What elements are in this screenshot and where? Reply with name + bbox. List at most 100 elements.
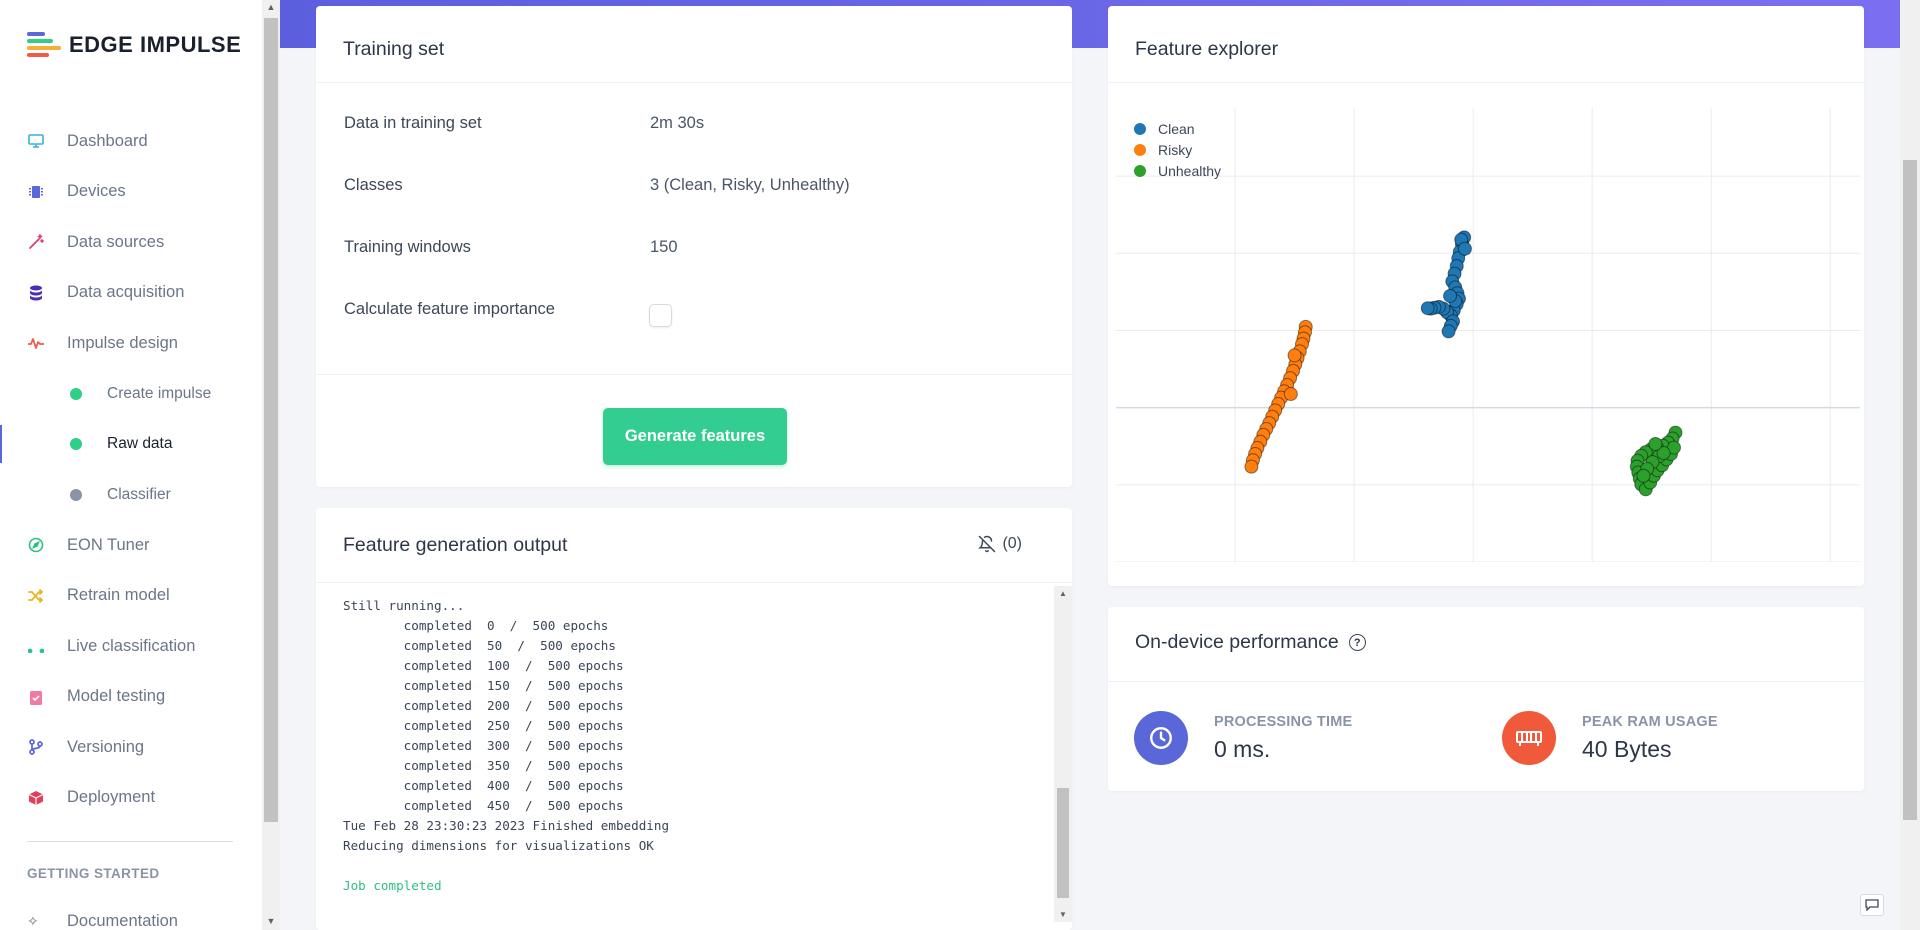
sidebar-item-data-acquisition[interactable]: Data acquisition: [0, 268, 262, 319]
status-dot-icon: [70, 438, 82, 451]
legend-swatch: [1134, 122, 1146, 135]
scroll-down-arrow-icon[interactable]: ▼: [266, 916, 276, 926]
console-line: completed 300 / 500 epochs: [343, 738, 624, 753]
console-line: completed 250 / 500 epochs: [343, 718, 624, 733]
console-line: completed 150 / 500 epochs: [343, 678, 624, 693]
console-line: completed 350 / 500 epochs: [343, 758, 624, 773]
console-output: Still running... completed 0 / 500 epoch…: [343, 586, 1043, 896]
database-icon: [27, 284, 45, 302]
console-line: completed 200 / 500 epochs: [343, 698, 624, 713]
sidebar-subitem-classifier[interactable]: Classifier: [0, 470, 262, 521]
scatter-point-clean[interactable]: [1443, 288, 1458, 303]
card-divider: [1108, 681, 1864, 682]
sidebar-item-deployment[interactable]: Deployment: [0, 773, 262, 824]
notifications-toggle[interactable]: (0): [978, 535, 1022, 553]
card-title: Training set: [343, 38, 445, 60]
sidebar-item-label: Deployment: [67, 788, 156, 807]
console-line: [343, 856, 1043, 876]
help-icon[interactable]: ?: [1348, 634, 1366, 651]
console-line: completed 450 / 500 epochs: [343, 798, 624, 813]
legend-item[interactable]: Unhealthy: [1134, 160, 1221, 181]
sidebar-subitem-raw-data[interactable]: Raw data: [0, 419, 262, 470]
sidebar-scroll-thumb[interactable]: [264, 18, 278, 822]
scroll-up-arrow-icon[interactable]: ▲: [266, 2, 276, 12]
training-set-card: Training set Data in training set 2m 30s…: [316, 6, 1072, 487]
console-scroll-thumb[interactable]: [1057, 788, 1069, 898]
chart-legend: Clean Risky Unhealthy: [1134, 118, 1221, 181]
page-scrollbar[interactable]: [1900, 0, 1920, 930]
scatter-point-risky[interactable]: [1283, 387, 1298, 402]
curve-icon: [27, 637, 45, 655]
status-dot-icon: [70, 387, 82, 400]
scatter-point-clean[interactable]: [1457, 241, 1472, 256]
scatter-point-unhealthy[interactable]: [1656, 446, 1671, 461]
sidebar-item-data-sources[interactable]: Data sources: [0, 217, 262, 268]
console-line: Job completed: [343, 878, 442, 893]
scatter-point-risky[interactable]: [1287, 348, 1302, 363]
sidebar-item-label: Live classification: [67, 636, 196, 655]
scatter-point-clean[interactable]: [1441, 324, 1456, 339]
sidebar-item-documentation[interactable]: ✧ Documentation: [27, 912, 178, 930]
clipboard-check-icon: [27, 688, 45, 706]
sidebar-item-model-testing[interactable]: Model testing: [0, 672, 262, 723]
card-title: Feature generation output: [343, 534, 568, 556]
card-title: On-device performance ?: [1135, 631, 1366, 654]
sidebar-item-impulse-design[interactable]: Impulse design: [0, 318, 262, 369]
row-label: Classes: [344, 176, 403, 194]
sidebar-item-label: Retrain model: [67, 586, 170, 605]
processing-time-value: 0 ms.: [1214, 735, 1271, 762]
sidebar-scrollbar[interactable]: ▲ ▼: [262, 0, 280, 930]
scatter-point-risky[interactable]: [1244, 459, 1259, 474]
sidebar-item-live-classification[interactable]: Live classification: [0, 621, 262, 672]
wand-icon: [27, 233, 45, 251]
sidebar-subitem-create-impulse[interactable]: Create impulse: [0, 369, 262, 420]
sidebar-item-versioning[interactable]: Versioning: [0, 722, 262, 773]
card-divider: [1108, 82, 1864, 83]
processing-time-stat: PROCESSING TIME 0 ms.: [1134, 711, 1352, 765]
scatter-point-unhealthy[interactable]: [1667, 440, 1681, 455]
page-scroll-thumb[interactable]: [1903, 160, 1917, 820]
monitor-icon: [27, 132, 45, 150]
sidebar-item-label: Classifier: [107, 485, 171, 503]
row-label: Training windows: [344, 238, 471, 256]
scatter-point-unhealthy[interactable]: [1636, 468, 1651, 483]
bell-off-icon: [978, 535, 996, 553]
processing-time-label: PROCESSING TIME: [1214, 713, 1353, 730]
row-label: Data in training set: [344, 114, 482, 132]
feature-explorer-card: Feature explorer Clean Risky Unhealthy: [1108, 6, 1864, 586]
peak-ram-label: PEAK RAM USAGE: [1582, 713, 1718, 730]
feature-scatter-plot[interactable]: [1116, 108, 1860, 562]
legend-label: Risky: [1158, 141, 1193, 158]
generate-features-button[interactable]: Generate features: [603, 408, 787, 465]
sidebar-item-dashboard[interactable]: Dashboard: [0, 116, 262, 167]
on-device-performance-card: On-device performance ? PROCESSING TIME …: [1108, 607, 1864, 791]
card-divider: [316, 82, 1072, 83]
scatter-point-unhealthy[interactable]: [1648, 436, 1663, 451]
sidebar-divider: [27, 841, 233, 842]
branch-icon: [27, 738, 45, 756]
console-line: completed 50 / 500 epochs: [343, 638, 616, 653]
chip-icon: [27, 183, 45, 201]
scroll-up-arrow-icon[interactable]: ▲: [1059, 589, 1067, 598]
chat-feedback-icon[interactable]: [1860, 894, 1884, 916]
sidebar-item-eon-tuner[interactable]: EON Tuner: [0, 520, 262, 571]
legend-item[interactable]: Clean: [1134, 118, 1221, 139]
sidebar-item-label: Data acquisition: [67, 283, 185, 302]
brand-logo[interactable]: EDGE IMPULSE: [27, 32, 241, 58]
performance-title: On-device performance: [1135, 631, 1339, 653]
scroll-down-arrow-icon[interactable]: ▼: [1059, 910, 1067, 919]
box-icon: [27, 789, 45, 807]
pulse-icon: [27, 334, 45, 352]
sidebar-item-label: Dashboard: [67, 131, 148, 150]
console-scrollbar[interactable]: ▲ ▼: [1054, 586, 1072, 922]
sidebar-item-devices[interactable]: Devices: [0, 167, 262, 218]
console-line: Reducing dimensions for visualizations O…: [343, 838, 654, 853]
console-line: Still running...: [343, 598, 465, 613]
card-divider: [316, 374, 1072, 375]
sidebar-item-label: EON Tuner: [67, 535, 150, 554]
legend-item[interactable]: Risky: [1134, 139, 1221, 160]
sidebar-item-retrain-model[interactable]: Retrain model: [0, 571, 262, 622]
feature-importance-checkbox[interactable]: [649, 304, 672, 327]
scatter-point-clean[interactable]: [1420, 301, 1435, 316]
sidebar-item-label: Devices: [67, 182, 126, 201]
